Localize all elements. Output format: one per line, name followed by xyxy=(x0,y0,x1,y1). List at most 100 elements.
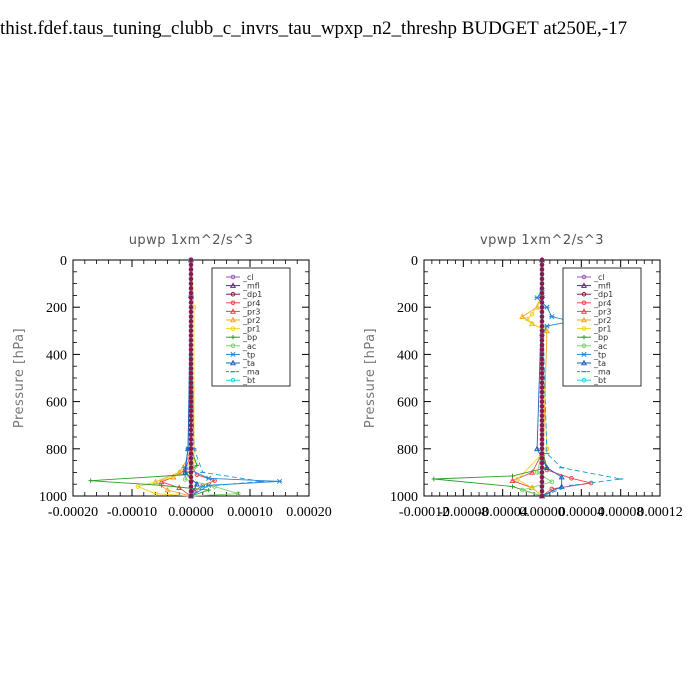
data-point-dp1 xyxy=(539,295,545,301)
data-point-pr1 xyxy=(524,316,530,322)
data-point-dp1 xyxy=(539,488,545,494)
data-point-pr1 xyxy=(135,484,141,489)
data-point-tp xyxy=(534,295,540,301)
legend-label-bt: _bt xyxy=(593,376,606,385)
data-point-pr1 xyxy=(529,321,535,327)
data-point-dp1 xyxy=(539,262,545,268)
data-point-pr3 xyxy=(529,469,536,475)
legend-box xyxy=(562,267,642,387)
data-point-dp1 xyxy=(188,441,194,447)
data-point-ac xyxy=(549,479,555,485)
data-point-ac xyxy=(182,477,188,482)
data-point-ta xyxy=(182,469,189,475)
data-point-bp xyxy=(206,487,211,493)
data-point-dp1 xyxy=(188,488,194,494)
data-point-dp1 xyxy=(188,300,194,305)
data-point-dp1 xyxy=(539,361,545,367)
data-point-dp1 xyxy=(539,493,545,499)
data-point-dp1 xyxy=(539,276,545,282)
data-point-dp1 xyxy=(539,437,545,442)
data-point-dp1 xyxy=(539,257,545,263)
y-tick-label: 400 xyxy=(397,348,418,363)
legend-label-tp: _tp xyxy=(593,350,606,359)
x-tick-label: -0.00004 xyxy=(478,505,528,520)
data-point-dp1 xyxy=(188,333,194,338)
data-point-dp1 xyxy=(539,370,545,376)
data-point-bp xyxy=(510,473,515,479)
data-point-dp1 xyxy=(539,304,545,310)
legend-marker-bp xyxy=(581,335,587,340)
data-point-ta xyxy=(558,483,565,489)
data-point-dp1 xyxy=(539,394,545,400)
legend-label-pr4: _pr4 xyxy=(593,299,611,308)
data-point-dp1 xyxy=(188,257,194,263)
data-point-dp1 xyxy=(539,356,545,362)
data-point-tp xyxy=(206,482,212,488)
data-point-pr2 xyxy=(176,469,183,475)
legend-label-pr2: _pr2 xyxy=(242,316,260,325)
data-point-bp xyxy=(182,472,188,477)
data-point-dp1 xyxy=(188,385,194,390)
legend-marker-pr3 xyxy=(580,308,588,314)
legend-marker-dp1 xyxy=(581,291,587,297)
data-point-dp1 xyxy=(188,319,194,324)
data-point-dp1 xyxy=(188,352,194,357)
data-point-dp1 xyxy=(539,465,545,470)
data-point-dp1 xyxy=(188,356,194,362)
legend-marker-bp xyxy=(230,335,236,340)
data-point-dp1 xyxy=(539,333,545,338)
data-point-dp1 xyxy=(539,347,545,352)
data-point-dp1 xyxy=(539,432,545,437)
legend-label-mfl: _mfl xyxy=(593,282,611,291)
data-point-pr4 xyxy=(549,486,555,492)
data-point-bp xyxy=(88,478,93,483)
data-point-tp xyxy=(549,314,555,320)
legend-marker-ac xyxy=(581,343,587,349)
data-point-dp1 xyxy=(188,408,194,414)
y-tick-label: 400 xyxy=(46,348,67,363)
legend: _cl_mfl_dp1_pr4_pr3_pr2_pr1_bp_ac_tp_ta_… xyxy=(211,267,291,387)
legend-marker-pr2 xyxy=(580,316,588,323)
series-line-bp xyxy=(433,448,548,497)
x-tick-label: 0.00020 xyxy=(286,505,332,520)
data-point-dp1 xyxy=(188,361,194,367)
data-point-dp1 xyxy=(188,370,194,376)
series-line-ac xyxy=(520,453,553,497)
data-point-ta xyxy=(193,480,200,487)
x-tick-label: -0.00008 xyxy=(438,505,488,520)
legend-label-pr3: _pr3 xyxy=(242,307,260,316)
legend-marker-pr4 xyxy=(581,300,587,306)
data-point-dp1 xyxy=(188,295,194,301)
data-point-pr1 xyxy=(515,477,520,482)
legend-marker-ac xyxy=(230,343,236,349)
data-point-ta xyxy=(534,445,541,452)
legend-label-pr3: _pr3 xyxy=(593,307,611,316)
x-tick-label: -0.00020 xyxy=(48,505,98,520)
y-tick-label: 600 xyxy=(397,396,418,411)
legend-label-cl: _cl xyxy=(242,273,254,282)
data-point-pr1 xyxy=(529,311,535,317)
legend-label-ac: _ac xyxy=(242,342,256,351)
data-point-dp1 xyxy=(188,375,194,381)
data-point-ta xyxy=(543,464,550,470)
data-point-pr2 xyxy=(519,313,526,319)
legend-label-bp: _bp xyxy=(242,333,257,342)
data-point-dp1 xyxy=(188,337,194,343)
legend-box xyxy=(211,267,291,387)
data-point-dp1 xyxy=(188,446,194,452)
data-point-dp1 xyxy=(188,394,194,400)
data-point-dp1 xyxy=(188,276,194,282)
x-tick-label: 0.00012 xyxy=(637,505,683,520)
y-tick-label: 0 xyxy=(60,254,67,269)
data-point-dp1 xyxy=(188,328,194,334)
data-point-pr4 xyxy=(569,476,574,481)
legend-label-cl: _cl xyxy=(593,273,605,282)
data-point-dp1 xyxy=(188,380,194,386)
data-point-dp1 xyxy=(188,342,194,348)
data-point-dp1 xyxy=(539,455,545,461)
data-point-dp1 xyxy=(539,286,545,291)
series-line-ma xyxy=(541,295,621,497)
data-point-dp1 xyxy=(188,389,194,395)
legend-label-pr2: _pr2 xyxy=(593,316,611,325)
